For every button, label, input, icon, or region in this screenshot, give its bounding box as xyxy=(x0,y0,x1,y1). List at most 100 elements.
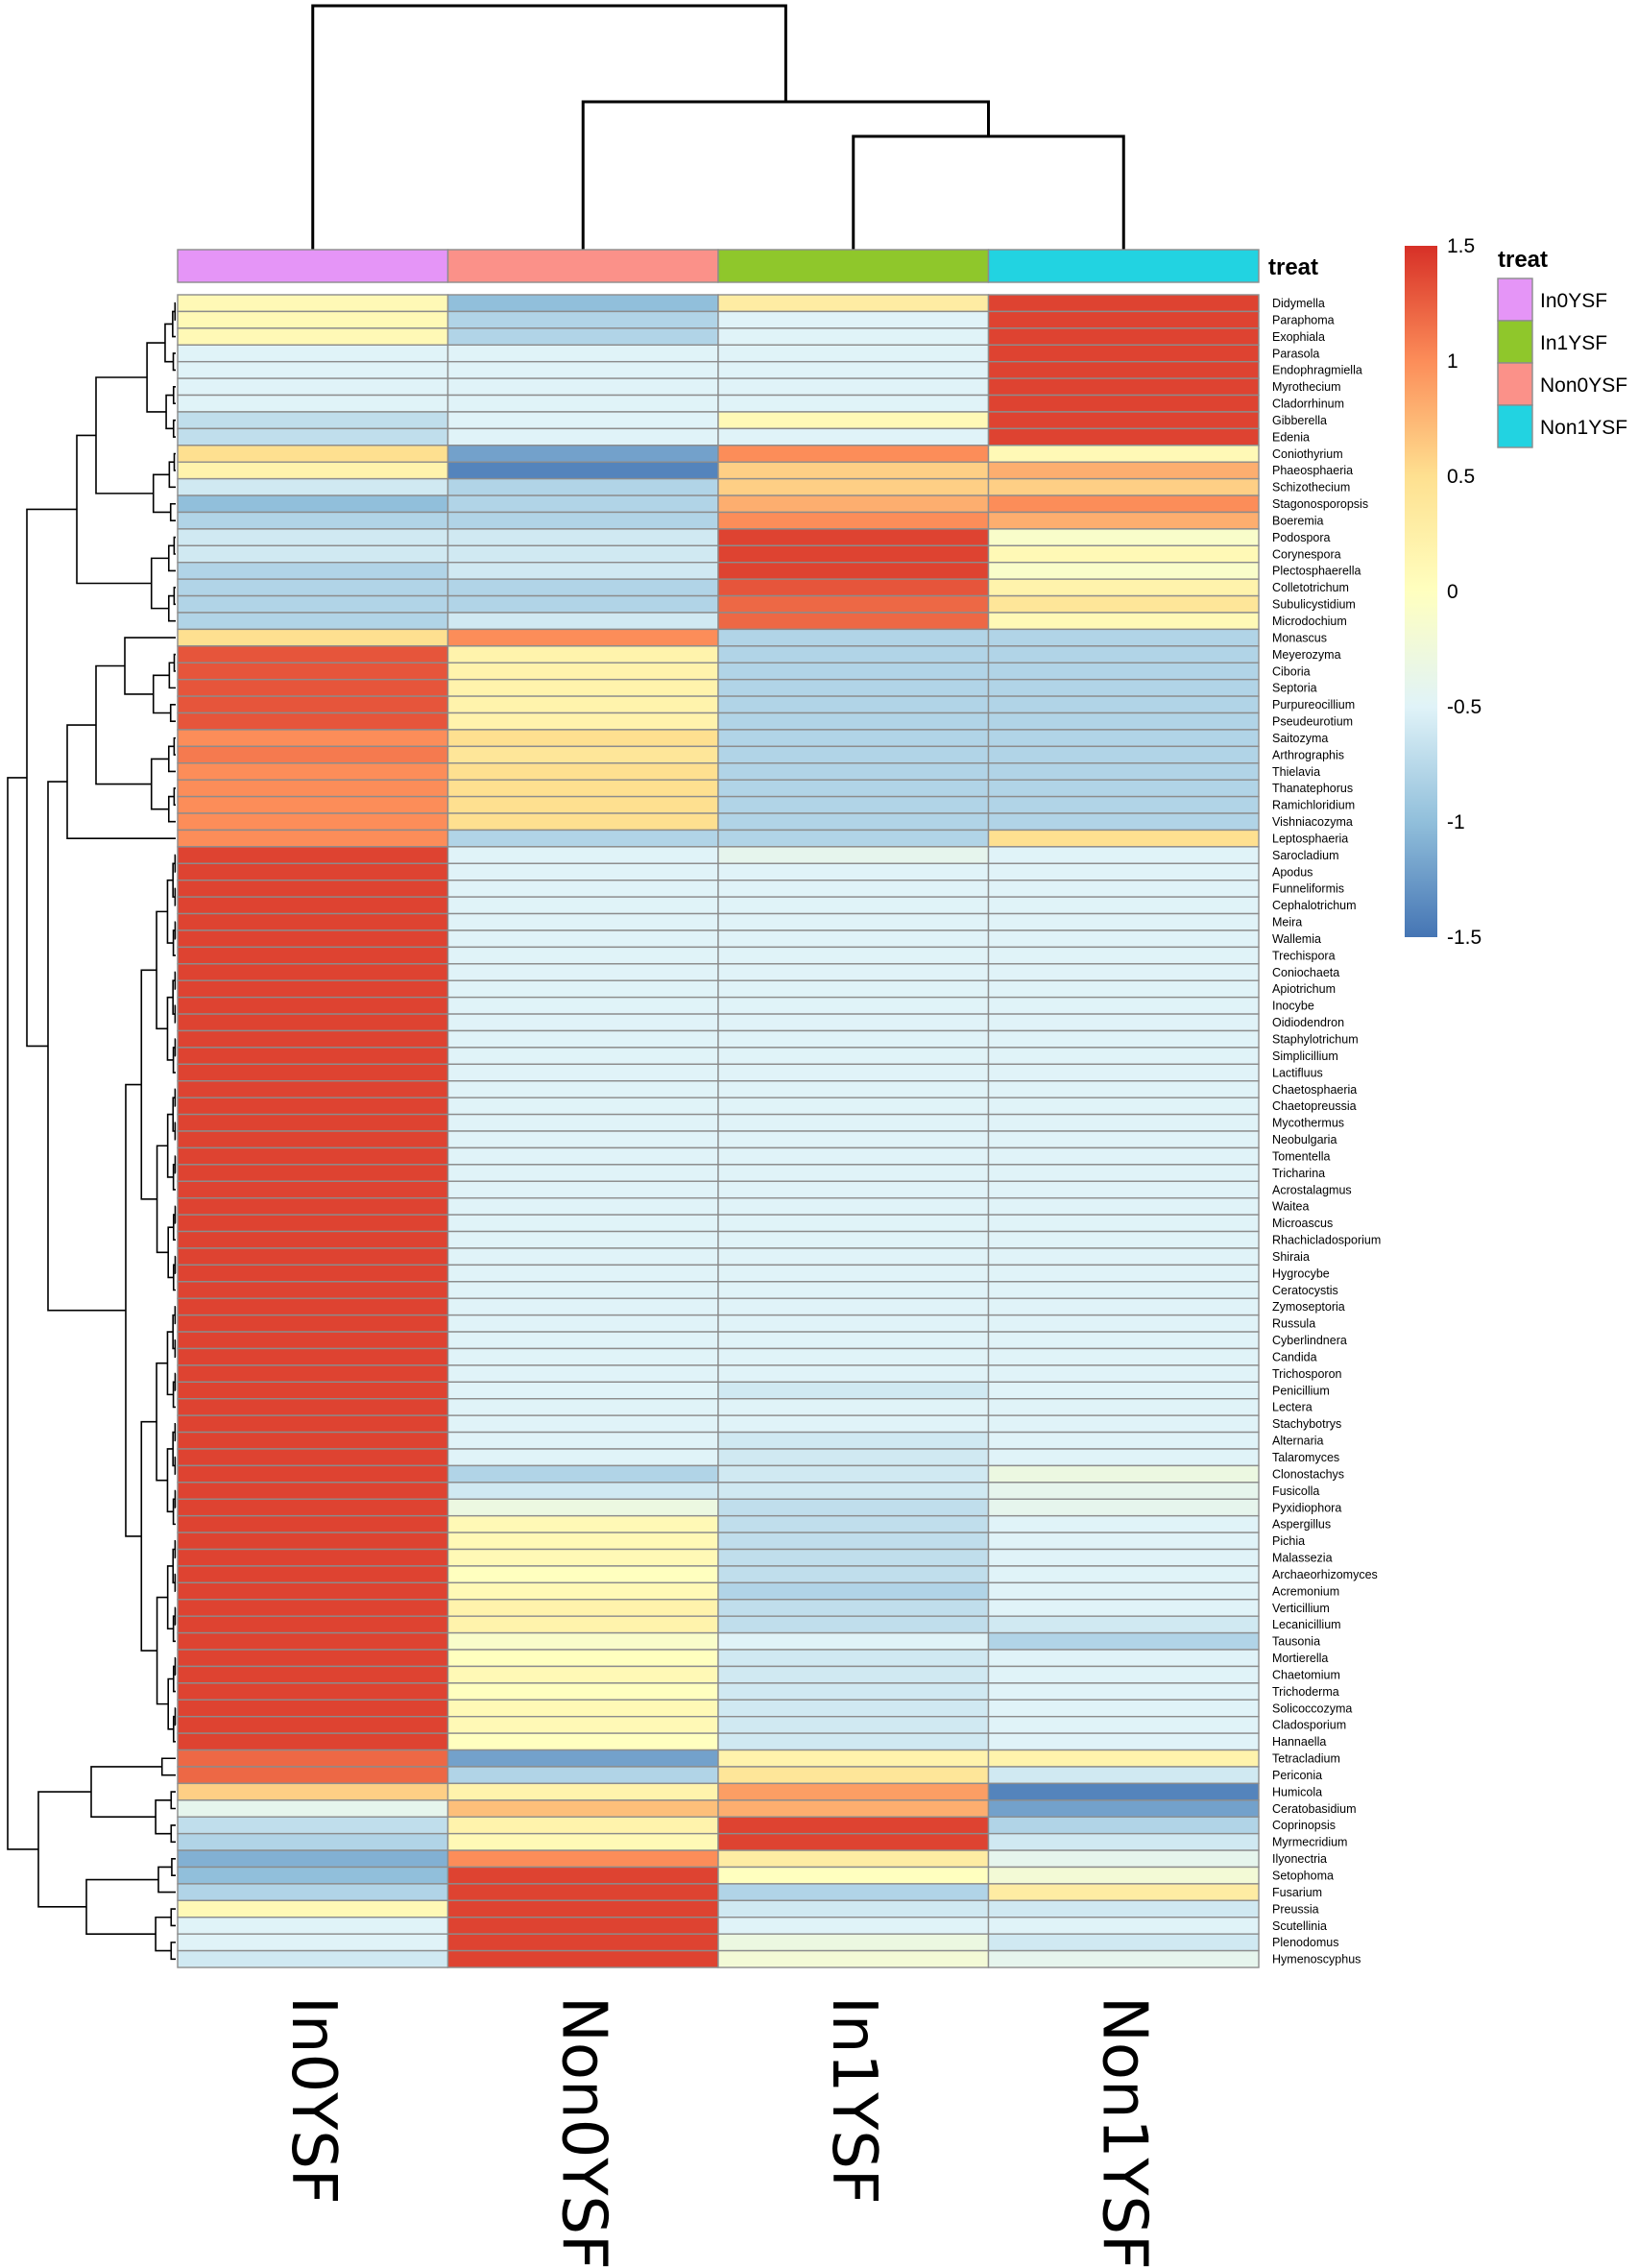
heatmap-cell xyxy=(177,1214,449,1233)
heatmap-cell xyxy=(446,779,719,798)
row-label: Thielavia xyxy=(1272,765,1320,779)
row-label: Mortierella xyxy=(1272,1652,1328,1665)
heatmap-cell xyxy=(717,1732,990,1751)
heatmap-cell xyxy=(987,1532,1260,1551)
heatmap-cell xyxy=(987,1063,1260,1082)
row-label: Aspergillus xyxy=(1272,1518,1331,1532)
heatmap-cell xyxy=(446,1347,719,1366)
treat-legend-swatch xyxy=(1497,362,1533,406)
heatmap-cell xyxy=(177,1414,449,1434)
heatmap-cell xyxy=(446,562,719,580)
heatmap-cell xyxy=(177,427,449,446)
heatmap-cell xyxy=(987,1883,1260,1902)
heatmap-cell xyxy=(987,645,1260,664)
row-label: Corynespora xyxy=(1272,547,1341,561)
heatmap-cell xyxy=(177,1599,449,1617)
heatmap-cell xyxy=(717,360,990,379)
heatmap-cell xyxy=(177,1314,449,1333)
row-dendrogram-branch xyxy=(174,1456,177,1475)
heatmap-cell xyxy=(446,1498,719,1517)
heatmap-cell xyxy=(177,1196,449,1216)
heatmap-cell xyxy=(446,1849,719,1869)
heatmap-cell xyxy=(987,996,1260,1015)
heatmap-cell xyxy=(717,1832,990,1851)
heatmap-cell xyxy=(446,946,719,965)
heatmap-cell xyxy=(177,1130,449,1149)
row-dendrogram-branch xyxy=(174,1255,177,1274)
heatmap-cell xyxy=(987,1281,1260,1299)
heatmap-cell xyxy=(987,1782,1260,1801)
row-dendrogram-branch xyxy=(173,787,176,807)
heatmap-cell xyxy=(446,1448,719,1467)
color-scale-tick-label: -1.5 xyxy=(1447,927,1481,949)
heatmap-cell xyxy=(446,1331,719,1350)
heatmap-cell xyxy=(446,1631,719,1651)
row-label: Colletotrichum xyxy=(1272,581,1349,594)
heatmap-cell xyxy=(177,1631,449,1651)
row-label: Edenia xyxy=(1272,430,1310,444)
heatmap-cell xyxy=(717,1364,990,1384)
row-dendrogram-branch xyxy=(155,1799,172,1835)
row-label: Coprinopsis xyxy=(1272,1819,1336,1832)
row-label: Pseudeurotium xyxy=(1272,715,1353,729)
heatmap-cell xyxy=(177,1799,449,1818)
heatmap-cell xyxy=(987,294,1260,313)
heatmap-cell xyxy=(717,1899,990,1918)
heatmap-cell xyxy=(717,795,990,814)
heatmap-cell xyxy=(717,812,990,832)
heatmap-cell xyxy=(446,1196,719,1216)
row-dendrogram-branch xyxy=(172,1314,176,1350)
heatmap-cell xyxy=(177,979,449,999)
row-dendrogram-branch xyxy=(167,1677,174,1730)
heatmap-cell xyxy=(987,1164,1260,1182)
row-dendrogram-branch xyxy=(172,862,176,898)
heatmap-cell xyxy=(987,1514,1260,1533)
row-dendrogram-branch xyxy=(150,557,169,610)
row-label: Funneliformis xyxy=(1272,882,1344,896)
row-dendrogram-branch xyxy=(166,1331,174,1396)
heatmap-cell xyxy=(717,1214,990,1233)
heatmap-cell xyxy=(717,377,990,397)
heatmap-cell xyxy=(446,1883,719,1902)
row-label: Trichosporon xyxy=(1272,1367,1342,1381)
heatmap-cell xyxy=(717,1029,990,1049)
row-dendrogram-branch xyxy=(174,1088,177,1107)
annotation-cell xyxy=(717,249,990,283)
heatmap-cell xyxy=(987,762,1260,781)
row-label: Meira xyxy=(1272,916,1302,929)
row-label: Hannaella xyxy=(1272,1735,1326,1749)
heatmap-cell xyxy=(446,445,719,463)
annotation-cell xyxy=(177,249,449,283)
treat-annotation-bar xyxy=(177,249,1260,283)
heatmap-cell xyxy=(987,1431,1260,1450)
row-dendrogram-branch xyxy=(169,703,176,723)
heatmap-cell xyxy=(177,1782,449,1801)
row-dendrogram-branch xyxy=(172,1047,176,1074)
heatmap-cell xyxy=(987,1498,1260,1517)
heatmap-cell xyxy=(717,1264,990,1283)
column-label: In1YSF xyxy=(818,1996,889,2205)
row-dendrogram-branch xyxy=(172,1264,176,1291)
heatmap-cell xyxy=(987,1364,1260,1384)
heatmap-cell xyxy=(987,1080,1260,1098)
row-label: Plectosphaerella xyxy=(1272,565,1361,578)
row-dendrogram-branch xyxy=(85,1878,158,1935)
row-label: Microascus xyxy=(1272,1217,1333,1230)
heatmap-cell xyxy=(177,1649,449,1668)
heatmap-cell xyxy=(446,1581,719,1601)
row-dendrogram-branch xyxy=(174,1038,177,1057)
heatmap-cell xyxy=(446,712,719,731)
heatmap-cell xyxy=(177,495,449,514)
color-scale-legend: 1.5 1 0.5 0 -0.5 -1 -1.5 xyxy=(1405,235,1481,949)
heatmap-cell xyxy=(177,729,449,748)
heatmap-cell xyxy=(987,1699,1260,1718)
row-dendrogram-branch xyxy=(170,1791,176,1810)
heatmap-cell xyxy=(446,294,719,313)
row-dendrogram-branch xyxy=(168,662,176,689)
heatmap-cell xyxy=(446,1933,719,1952)
heatmap-cell xyxy=(987,1482,1260,1500)
heatmap-cell xyxy=(717,1548,990,1567)
heatmap-cell xyxy=(717,562,990,580)
heatmap-cell xyxy=(177,662,449,681)
heatmap-cell xyxy=(717,1514,990,1533)
